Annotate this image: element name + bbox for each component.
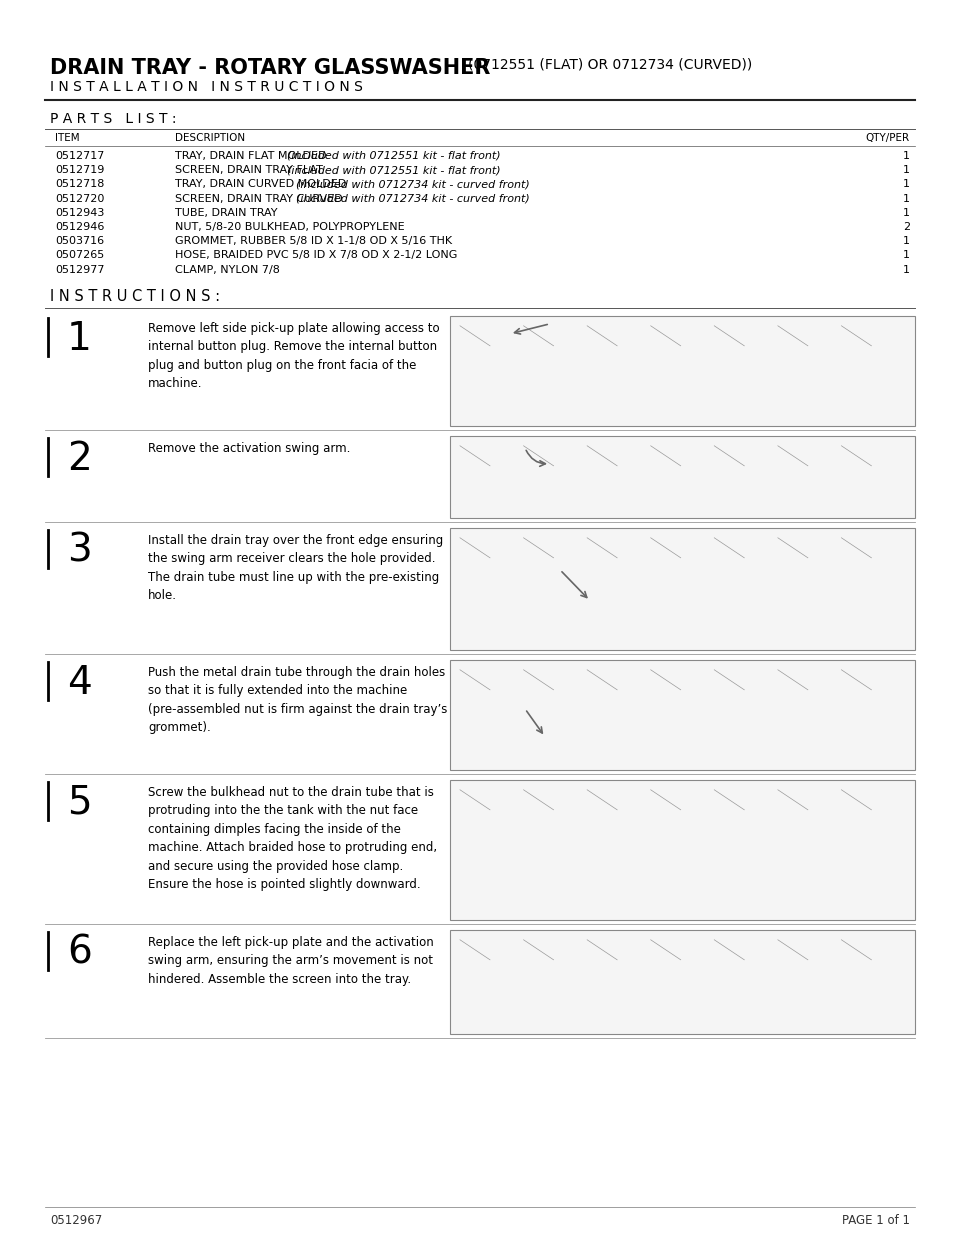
Text: (included with 0712734 kit - curved front): (included with 0712734 kit - curved fron… <box>295 179 529 189</box>
Text: TRAY, DRAIN FLAT MOLDED: TRAY, DRAIN FLAT MOLDED <box>174 151 330 161</box>
Text: 1: 1 <box>902 194 909 204</box>
Text: 0512943: 0512943 <box>55 207 104 217</box>
Text: 1: 1 <box>902 236 909 246</box>
Text: TUBE, DRAIN TRAY: TUBE, DRAIN TRAY <box>174 207 277 217</box>
Text: 0512720: 0512720 <box>55 194 104 204</box>
Text: 5: 5 <box>67 784 91 821</box>
Text: I N S T R U C T I O N S :: I N S T R U C T I O N S : <box>50 289 220 304</box>
Bar <box>450 527 914 650</box>
Text: DESCRIPTION: DESCRIPTION <box>174 133 245 143</box>
Text: 2: 2 <box>67 440 91 478</box>
Text: 1: 1 <box>902 251 909 261</box>
Text: 4: 4 <box>67 663 91 701</box>
Text: 1: 1 <box>902 207 909 217</box>
Text: 1: 1 <box>902 165 909 175</box>
Text: P A R T S   L I S T :: P A R T S L I S T : <box>50 112 176 126</box>
Text: 0512717: 0512717 <box>55 151 104 161</box>
Text: Remove the activation swing arm.: Remove the activation swing arm. <box>148 442 350 454</box>
Text: 2: 2 <box>902 222 909 232</box>
Text: TRAY, DRAIN CURVED MOLDED: TRAY, DRAIN CURVED MOLDED <box>174 179 350 189</box>
Text: CLAMP, NYLON 7/8: CLAMP, NYLON 7/8 <box>174 264 279 274</box>
Text: 0512977: 0512977 <box>55 264 105 274</box>
Text: PAGE 1 of 1: PAGE 1 of 1 <box>841 1214 909 1228</box>
Text: 1: 1 <box>902 151 909 161</box>
Text: (0712551 (FLAT) OR 0712734 (CURVED)): (0712551 (FLAT) OR 0712734 (CURVED)) <box>468 58 752 72</box>
Text: Screw the bulkhead nut to the drain tube that is
protruding into the the tank wi: Screw the bulkhead nut to the drain tube… <box>148 785 436 892</box>
Text: SCREEN, DRAIN TRAY FLAT: SCREEN, DRAIN TRAY FLAT <box>174 165 326 175</box>
Text: QTY/PER: QTY/PER <box>865 133 909 143</box>
Text: 3: 3 <box>67 532 91 569</box>
Text: I N S T A L L A T I O N   I N S T R U C T I O N S: I N S T A L L A T I O N I N S T R U C T … <box>50 80 362 94</box>
Bar <box>450 930 914 1034</box>
Text: NUT, 5/8-20 BULKHEAD, POLYPROPYLENE: NUT, 5/8-20 BULKHEAD, POLYPROPYLENE <box>174 222 404 232</box>
Bar <box>450 779 914 920</box>
Text: 6: 6 <box>67 934 91 972</box>
Text: 0512718: 0512718 <box>55 179 104 189</box>
Text: DRAIN TRAY - ROTARY GLASSWASHER: DRAIN TRAY - ROTARY GLASSWASHER <box>50 58 497 78</box>
Bar <box>450 436 914 517</box>
Text: 1: 1 <box>67 320 91 358</box>
Text: Replace the left pick-up plate and the activation
swing arm, ensuring the arm’s : Replace the left pick-up plate and the a… <box>148 936 434 986</box>
Bar <box>450 659 914 769</box>
Text: HOSE, BRAIDED PVC 5/8 ID X 7/8 OD X 2-1/2 LONG: HOSE, BRAIDED PVC 5/8 ID X 7/8 OD X 2-1/… <box>174 251 456 261</box>
Text: 0503716: 0503716 <box>55 236 104 246</box>
Text: (included with 0712734 kit - curved front): (included with 0712734 kit - curved fron… <box>295 194 529 204</box>
Text: Remove left side pick-up plate allowing access to
internal button plug. Remove t: Remove left side pick-up plate allowing … <box>148 322 439 390</box>
Text: Push the metal drain tube through the drain holes
so that it is fully extended i: Push the metal drain tube through the dr… <box>148 666 447 735</box>
Text: 0512719: 0512719 <box>55 165 104 175</box>
Text: SCREEN, DRAIN TRAY CURVED: SCREEN, DRAIN TRAY CURVED <box>174 194 346 204</box>
Text: (included with 0712551 kit - flat front): (included with 0712551 kit - flat front) <box>286 165 499 175</box>
Bar <box>450 316 914 426</box>
Text: 1: 1 <box>902 179 909 189</box>
Text: 0507265: 0507265 <box>55 251 104 261</box>
Text: 0512946: 0512946 <box>55 222 104 232</box>
Text: 1: 1 <box>902 264 909 274</box>
Text: ITEM: ITEM <box>55 133 79 143</box>
Text: 0512967: 0512967 <box>50 1214 102 1228</box>
Text: (included with 0712551 kit - flat front): (included with 0712551 kit - flat front) <box>286 151 499 161</box>
Text: Install the drain tray over the front edge ensuring
the swing arm receiver clear: Install the drain tray over the front ed… <box>148 534 443 603</box>
Text: GROMMET, RUBBER 5/8 ID X 1-1/8 OD X 5/16 THK: GROMMET, RUBBER 5/8 ID X 1-1/8 OD X 5/16… <box>174 236 452 246</box>
